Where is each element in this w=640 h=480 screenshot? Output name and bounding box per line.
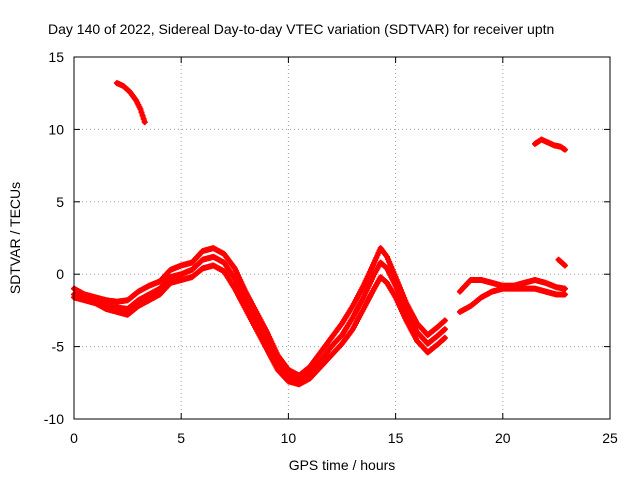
data-point [139,112,146,119]
series-trace-6 [456,285,568,315]
series-trace-8 [555,256,568,269]
y-axis-label: SDTVAR / TECUs [7,182,23,294]
y-tick-label: 0 [56,266,64,282]
data-series [71,80,568,388]
data-point [441,334,448,341]
data-point [441,326,448,333]
y-tick-label: -5 [52,339,65,355]
x-tick-label: 10 [281,430,297,446]
data-point [560,261,567,268]
x-tick-label: 20 [495,430,511,446]
data-point [561,146,568,153]
x-tick-label: 5 [177,430,185,446]
chart-title: Day 140 of 2022, Sidereal Day-to-day VTE… [48,21,554,37]
x-tick-label: 25 [602,430,618,446]
x-axis-label: GPS time / hours [289,457,396,473]
data-point [137,106,144,113]
data-point [561,262,568,269]
series-trace-3 [71,262,448,388]
data-point [561,285,568,292]
plot-frame [73,56,611,420]
axis-ticks: 0 5 10 15 20 25 -10 -5 0 5 10 15 [44,49,618,446]
data-point [440,327,447,334]
data-point [140,115,147,122]
data-point [441,317,448,324]
x-tick-label: 15 [388,430,404,446]
data-point [440,335,447,342]
y-tick-label: 15 [48,49,64,65]
data-point [138,109,145,116]
grid [74,57,610,419]
y-tick-label: -10 [44,411,64,427]
data-point [382,264,389,271]
data-point [440,318,447,325]
x-tick-label: 0 [70,430,78,446]
series-trace-2 [71,253,448,385]
series-trace-4 [113,80,148,126]
data-point [561,291,568,298]
y-tick-label: 5 [56,194,64,210]
y-tick-label: 10 [48,121,64,137]
series-trace-7 [531,136,568,153]
data-point [141,119,148,126]
